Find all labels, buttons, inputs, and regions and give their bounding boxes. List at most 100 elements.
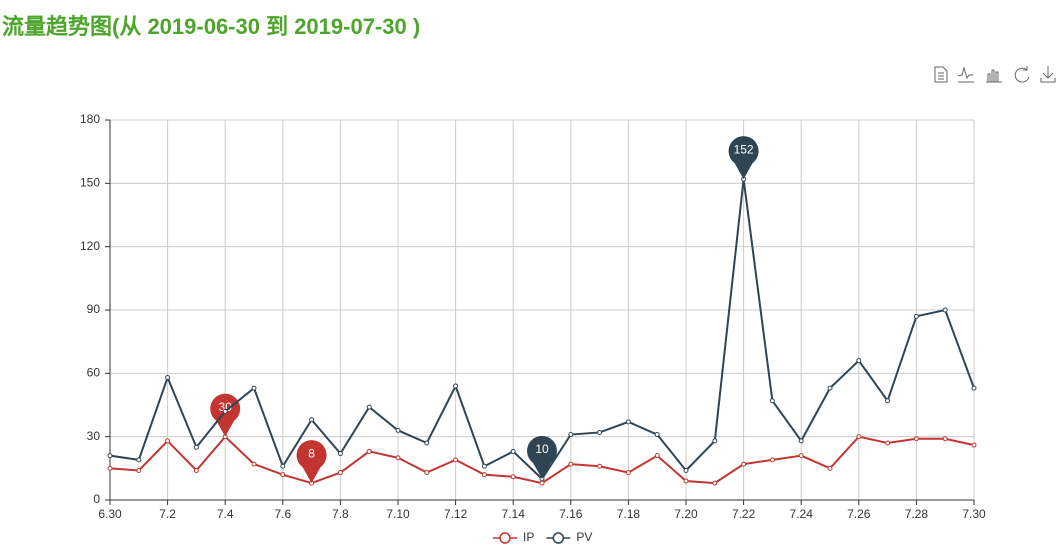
legend-label: PV [576, 530, 592, 544]
data-point [193, 467, 199, 473]
data-point [683, 478, 689, 484]
x-tick-label: 7.24 [790, 507, 814, 521]
mark-pin [728, 136, 759, 180]
mark-pin-label: 30 [219, 400, 233, 414]
x-tick-label: 7.26 [847, 507, 871, 521]
legend-symbol [552, 532, 565, 544]
data-point [913, 313, 919, 319]
data-point [712, 480, 718, 486]
mark-pin-label: 8 [308, 446, 315, 460]
data-point [597, 463, 603, 469]
data-point [280, 472, 286, 478]
data-point [856, 358, 862, 364]
data-point [366, 448, 372, 454]
data-point [193, 444, 199, 450]
x-tick-label: 7.6 [274, 507, 291, 521]
series-line [109, 178, 975, 481]
x-tick-label: 7.8 [332, 507, 349, 521]
data-point [885, 440, 891, 446]
data-point [971, 442, 977, 448]
data-point [395, 455, 401, 461]
data-point [136, 457, 142, 463]
x-tick-label: 7.28 [905, 507, 929, 521]
data-point [107, 453, 113, 459]
data-point [510, 474, 516, 480]
y-tick-label: 90 [87, 302, 101, 316]
mark-pin [527, 435, 557, 479]
x-tick-label: 7.18 [617, 507, 641, 521]
data-point [827, 385, 833, 391]
data-point [769, 457, 775, 463]
data-point [136, 467, 142, 473]
restore-button[interactable] [1014, 66, 1030, 83]
data-point [798, 453, 804, 459]
data-point [568, 432, 574, 438]
data-point [337, 470, 343, 476]
data-point [107, 465, 113, 471]
data-point [625, 470, 631, 476]
data-point [625, 419, 631, 425]
mark-pin [296, 440, 327, 484]
data-view-button[interactable] [934, 66, 948, 83]
data-point [568, 461, 574, 467]
save-image-button[interactable] [1040, 66, 1056, 83]
data-point [481, 472, 487, 478]
data-point [424, 440, 430, 446]
x-tick-label: 6.30 [98, 507, 122, 521]
data-point [165, 438, 171, 444]
data-point [280, 463, 286, 469]
data-point [885, 398, 891, 404]
data-point [683, 467, 689, 473]
data-point [424, 470, 430, 476]
data-point [510, 448, 516, 454]
mark-pin-label: 10 [535, 442, 549, 456]
data-point [798, 438, 804, 444]
legend-item[interactable]: IP [493, 530, 534, 544]
x-tick-label: 7.12 [444, 507, 468, 521]
legend-label: IP [523, 530, 534, 544]
data-point [453, 457, 459, 463]
legend-item[interactable]: PV [546, 530, 592, 544]
line-chart-button[interactable] [957, 66, 974, 83]
data-point [856, 434, 862, 440]
y-tick-label: 0 [93, 492, 100, 506]
data-point [741, 461, 747, 467]
data-point [942, 307, 948, 313]
mark-pin-label: 152 [734, 142, 754, 156]
x-tick-label: 7.20 [674, 507, 698, 521]
x-tick-label: 7.4 [217, 507, 234, 521]
data-point [654, 453, 660, 459]
y-tick-label: 180 [80, 112, 100, 126]
data-point [913, 436, 919, 442]
data-point [654, 432, 660, 438]
toolbox[interactable] [934, 66, 1056, 83]
y-tick-label: 30 [87, 429, 101, 443]
data-point [827, 465, 833, 471]
x-tick-label: 7.30 [962, 507, 986, 521]
data-point [453, 383, 459, 389]
x-tick-label: 7.22 [732, 507, 756, 521]
data-point [337, 451, 343, 457]
data-point [251, 461, 257, 467]
data-point [222, 408, 228, 414]
x-tick-label: 7.16 [559, 507, 583, 521]
bar-chart-button[interactable] [986, 69, 1002, 83]
data-point [971, 385, 977, 391]
data-point [712, 438, 718, 444]
chart-title: 流量趋势图(从 2019-06-30 到 2019-07-30 ) [2, 14, 420, 39]
data-point [539, 480, 545, 486]
x-tick-label: 7.10 [386, 507, 410, 521]
x-tick-label: 7.2 [159, 507, 176, 521]
data-point [481, 463, 487, 469]
y-tick-label: 120 [80, 239, 100, 253]
data-point [769, 398, 775, 404]
data-point [251, 385, 257, 391]
data-point [309, 417, 315, 423]
legend-symbol [499, 532, 511, 544]
data-point [597, 429, 603, 435]
data-point [366, 404, 372, 410]
y-tick-label: 150 [80, 176, 100, 190]
data-point [395, 427, 401, 433]
x-tick-label: 7.14 [502, 507, 526, 521]
